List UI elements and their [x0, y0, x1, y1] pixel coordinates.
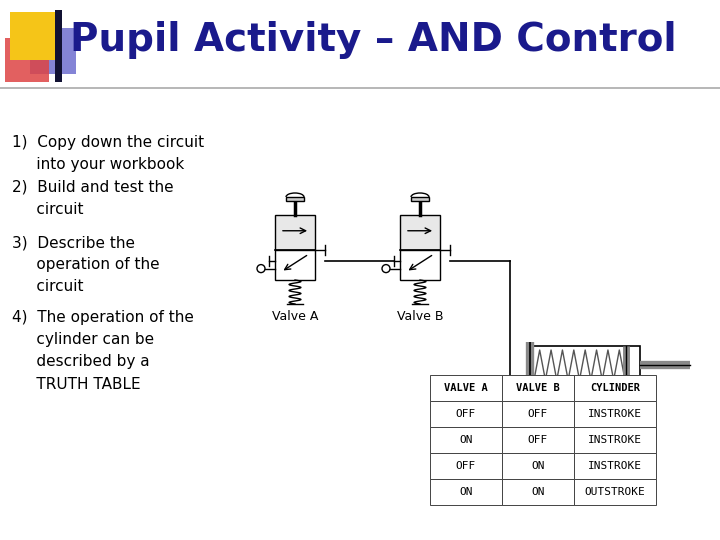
- Bar: [502, 479, 574, 505]
- Bar: [574, 453, 656, 479]
- Text: INSTROKE: INSTROKE: [588, 461, 642, 471]
- Bar: [55, 10, 62, 82]
- Text: OFF: OFF: [456, 461, 476, 471]
- Bar: [502, 427, 574, 453]
- Bar: [502, 453, 574, 479]
- Bar: [502, 375, 574, 401]
- Bar: [411, 197, 429, 201]
- Bar: [430, 453, 502, 479]
- Bar: [275, 215, 315, 250]
- Text: Valve B: Valve B: [397, 310, 444, 323]
- Text: 1)  Copy down the circuit
     into your workbook: 1) Copy down the circuit into your workb…: [12, 135, 204, 172]
- Bar: [430, 401, 502, 427]
- Text: 3)  Describe the
     operation of the
     circuit: 3) Describe the operation of the circuit: [12, 235, 160, 294]
- Text: VALVE B: VALVE B: [516, 383, 560, 393]
- Bar: [30, 28, 76, 74]
- Text: 4)  The operation of the
     cylinder can be
     described by a
     TRUTH TAB: 4) The operation of the cylinder can be …: [12, 310, 194, 392]
- Bar: [430, 427, 502, 453]
- Bar: [574, 401, 656, 427]
- Text: INSTROKE: INSTROKE: [588, 435, 642, 445]
- Bar: [5, 38, 49, 82]
- Text: OFF: OFF: [528, 409, 548, 419]
- Bar: [430, 479, 502, 505]
- Text: INSTROKE: INSTROKE: [588, 409, 642, 419]
- Text: OUTSTROKE: OUTSTROKE: [585, 487, 645, 497]
- Circle shape: [382, 265, 390, 273]
- Bar: [430, 375, 502, 401]
- Text: 2)  Build and test the
     circuit: 2) Build and test the circuit: [12, 180, 174, 217]
- Text: ON: ON: [459, 487, 473, 497]
- Bar: [502, 401, 574, 427]
- Text: Valve A: Valve A: [272, 310, 318, 323]
- Text: ON: ON: [531, 487, 545, 497]
- Text: CYLINDER: CYLINDER: [590, 383, 640, 393]
- Text: Pupil Activity – AND Control: Pupil Activity – AND Control: [70, 21, 677, 59]
- Bar: [275, 250, 315, 280]
- Text: VALVE A: VALVE A: [444, 383, 488, 393]
- Bar: [574, 375, 656, 401]
- Text: OFF: OFF: [528, 435, 548, 445]
- Circle shape: [257, 265, 265, 273]
- Bar: [10, 12, 58, 60]
- Text: OFF: OFF: [456, 409, 476, 419]
- Text: ON: ON: [459, 435, 473, 445]
- Bar: [400, 250, 440, 280]
- Bar: [530, 346, 640, 384]
- Bar: [286, 197, 304, 201]
- Text: ON: ON: [531, 461, 545, 471]
- Bar: [574, 427, 656, 453]
- Bar: [574, 479, 656, 505]
- Bar: [400, 215, 440, 250]
